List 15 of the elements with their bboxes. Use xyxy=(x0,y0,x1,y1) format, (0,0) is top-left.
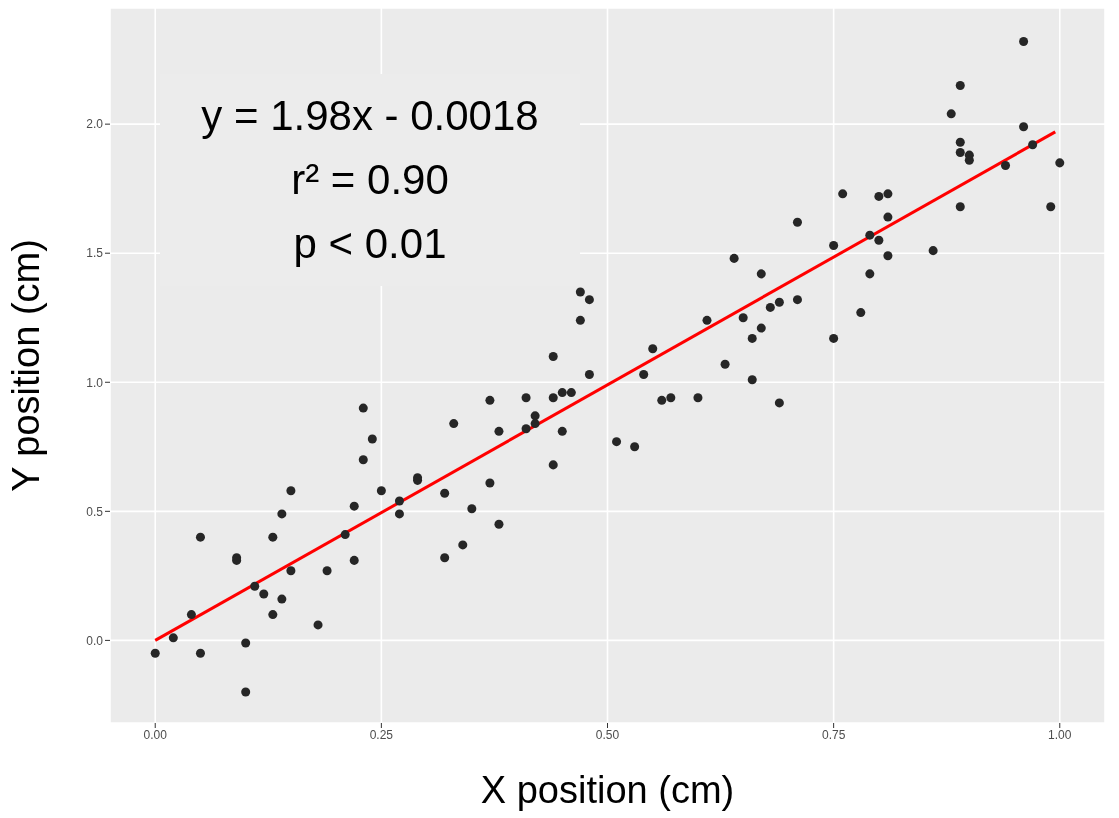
x-tick-label: 0.00 xyxy=(143,727,168,742)
x-tick-label: 0.25 xyxy=(369,727,394,742)
y-tick-label: 0.0 xyxy=(86,633,104,648)
y-tick-label: 0.5 xyxy=(86,504,104,519)
annotation: r² = 0.90 xyxy=(290,155,450,205)
x-tick-label: 1.00 xyxy=(1048,727,1072,742)
x-tick-label: 0.75 xyxy=(821,727,846,742)
x-tick-label: 0.50 xyxy=(595,727,620,742)
annotation: p < 0.01 xyxy=(292,219,448,269)
annotation: y = 1.98x - 0.0018 xyxy=(200,91,540,141)
x-axis-title: X position (cm) xyxy=(480,769,735,811)
y-tick-label: 1.5 xyxy=(86,246,104,261)
y-axis-title: Y position (cm) xyxy=(5,239,48,492)
y-tick-label: 1.0 xyxy=(86,375,104,390)
y-tick-label: 2.0 xyxy=(86,117,104,132)
